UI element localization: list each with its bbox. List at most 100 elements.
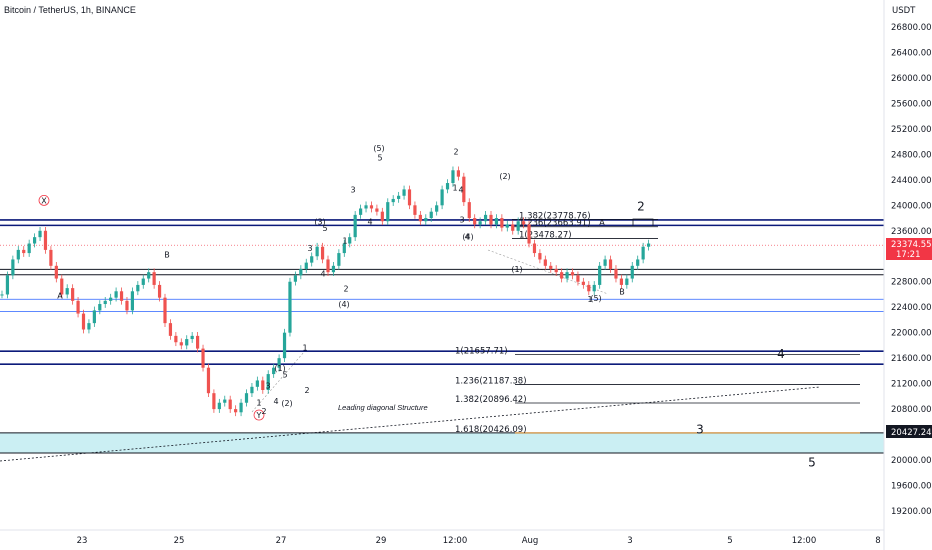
wave-label: 4 [777, 347, 785, 361]
candle-body [185, 339, 189, 346]
candle-body [255, 380, 259, 387]
candle-body [141, 278, 145, 285]
candle-body [359, 208, 363, 215]
candle-body [304, 262, 308, 269]
candle-body [163, 297, 167, 324]
price-tick: 25200.00 [891, 125, 932, 135]
wave-label: 1 [256, 398, 261, 407]
time-axis[interactable]: 23 25 27 29 12:00 Aug 3 5 12:00 8 [77, 536, 881, 546]
candle-body [592, 284, 596, 292]
wave-label: (5) [373, 144, 384, 153]
candle-body [619, 278, 623, 285]
diagonal-guide [251, 351, 305, 413]
candle-body [451, 170, 455, 184]
candle-body [456, 170, 460, 177]
candle-body [538, 253, 542, 260]
wave-label: (5) [590, 294, 601, 303]
time-tick: 8 [875, 536, 880, 546]
price-tick: 22800.00 [891, 278, 932, 288]
wave-label: 3 [265, 382, 270, 391]
time-tick: 29 [376, 536, 387, 546]
price-tick: 26400.00 [891, 48, 932, 58]
candle-body [407, 189, 412, 206]
fib-level-label: 1(23478.27) [519, 231, 572, 241]
candle-body [0, 294, 4, 296]
current-price-countdown: 17:21 [896, 250, 921, 260]
wave-label: X [41, 196, 47, 205]
candle-body [348, 237, 352, 244]
price-tick: 24400.00 [891, 176, 932, 186]
candle-body [196, 335, 200, 349]
candle-body [43, 230, 48, 250]
price-tick: 20000.00 [891, 456, 932, 466]
wave-label: (1) [511, 265, 522, 274]
candle-body [342, 243, 346, 254]
time-tick: 5 [727, 536, 732, 546]
current-price-value: 23374.55 [891, 240, 932, 250]
candle-body [27, 243, 31, 254]
candle-body [109, 297, 113, 301]
price-tick: 25600.00 [891, 99, 932, 109]
candle-body [299, 269, 303, 276]
time-tick: 12:00 [443, 536, 468, 546]
candle-body [603, 259, 607, 266]
candle-body [522, 221, 526, 225]
chart-title: Bitcoin / TetherUS, 1h, BINANCE [4, 5, 136, 15]
candle-body [473, 218, 477, 225]
annotation-text: Leading diagonal Structure [338, 403, 428, 412]
candle-body [543, 259, 547, 266]
trend-lines [0, 249, 821, 462]
candle-body [326, 259, 330, 273]
price-tick: 19200.00 [891, 507, 932, 517]
candle-body [608, 259, 613, 269]
wave-label: (4) [462, 233, 473, 242]
candle-body [206, 367, 211, 394]
wave-label: 1 [342, 237, 347, 246]
candle-body [570, 272, 575, 276]
time-tick: 3 [627, 536, 632, 546]
wave-label: 1 [452, 184, 457, 193]
diagonal-trendline [0, 386, 821, 462]
candle-body [391, 198, 395, 203]
candle-body [636, 259, 640, 266]
wave-label: 4 [464, 233, 469, 242]
candle-body [646, 243, 651, 247]
candle-body [87, 323, 91, 330]
wave-label: A [599, 218, 605, 227]
candle-body [445, 183, 450, 190]
wave-label: Y [256, 411, 262, 420]
fib-level-label: 1.618(20426.09) [455, 425, 527, 435]
candle-body [380, 211, 384, 222]
price-tags: 23374.55 17:21 20427.24 [886, 238, 932, 438]
candle-body [331, 265, 336, 273]
candle-body [190, 335, 194, 340]
candle-body [587, 284, 591, 292]
wedge-line [487, 249, 609, 295]
wave-label: 3 [459, 216, 464, 225]
candle-body [641, 246, 645, 260]
candle-body [282, 332, 287, 359]
price-axis[interactable]: 26800.00 26400.00 26000.00 25600.00 25200.00… [891, 23, 932, 517]
candle-body [581, 281, 585, 285]
candle-body [337, 253, 341, 266]
candle-body [554, 269, 558, 273]
currency-label: USDT [892, 6, 916, 16]
candle-body [60, 278, 64, 295]
time-tick: Aug [522, 536, 539, 546]
candle-body [244, 393, 249, 403]
candle-body [92, 310, 96, 324]
candle-body [49, 249, 53, 266]
candle-body [98, 304, 102, 311]
candle-body [22, 249, 26, 254]
candle-body [614, 269, 618, 279]
candle-body [168, 323, 173, 336]
candle-body [424, 218, 428, 222]
candle-body [174, 335, 178, 343]
candle-body [560, 272, 564, 279]
candle-body [272, 367, 276, 375]
candle-body [71, 288, 75, 301]
price-tick: 26800.00 [891, 23, 932, 33]
candle-body [212, 393, 216, 410]
wave2-bracket [632, 218, 654, 226]
